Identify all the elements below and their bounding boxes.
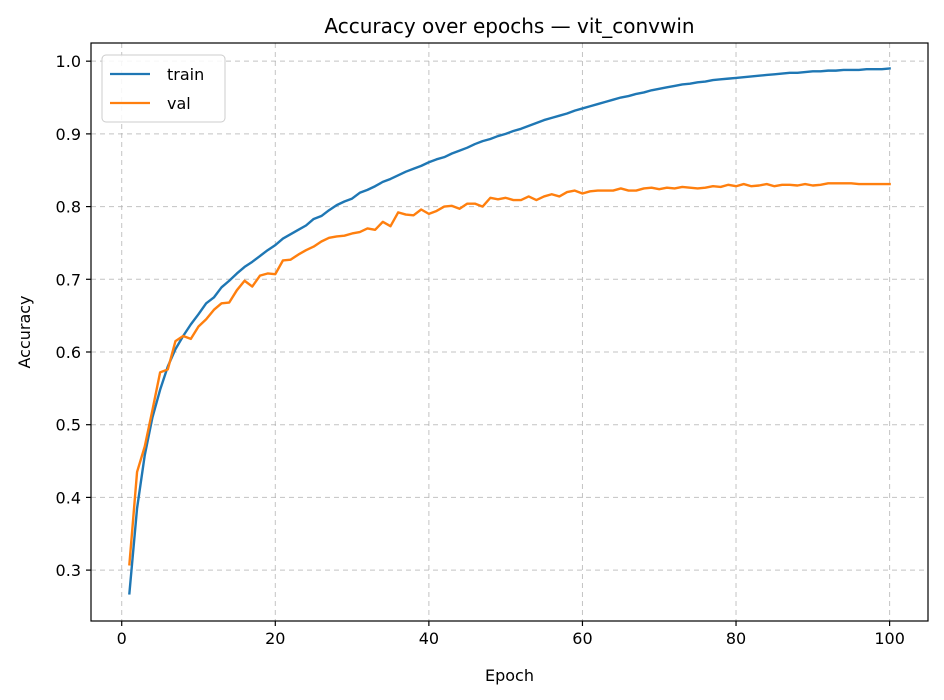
y-tick-label: 0.5 [56,416,81,435]
y-tick-label: 0.8 [56,198,81,217]
x-tick-label: 80 [726,629,746,648]
y-tick-label: 0.9 [56,125,81,144]
x-tick-label: 20 [265,629,285,648]
legend-label-val: val [167,94,191,113]
x-tick-label: 0 [117,629,127,648]
y-tick-label: 0.4 [56,488,81,507]
x-tick-label: 100 [874,629,905,648]
x-axis-title: Epoch [485,666,534,685]
y-axis-title: Accuracy [15,295,34,368]
legend-label-train: train [167,65,204,84]
y-tick-label: 0.3 [56,561,81,580]
y-tick-label: 1.0 [56,52,81,71]
axis-ticks: 0 20 40 60 80 100 0.3 0.4 0.5 0.6 0.7 0.8 0.9 1.0 [56,52,905,648]
x-tick-label: 60 [572,629,592,648]
series-lines [128,67,891,595]
legend-box [101,54,226,123]
chart-title: Accuracy over epochs — vit_convwin [324,14,694,38]
x-tick-label: 40 [419,629,439,648]
series-line-val [128,182,891,566]
y-tick-label: 0.7 [56,270,81,289]
legend: train val [101,54,226,123]
series-line-train [128,67,891,595]
plot-area-frame [90,42,929,622]
y-tick-label: 0.6 [56,343,81,362]
